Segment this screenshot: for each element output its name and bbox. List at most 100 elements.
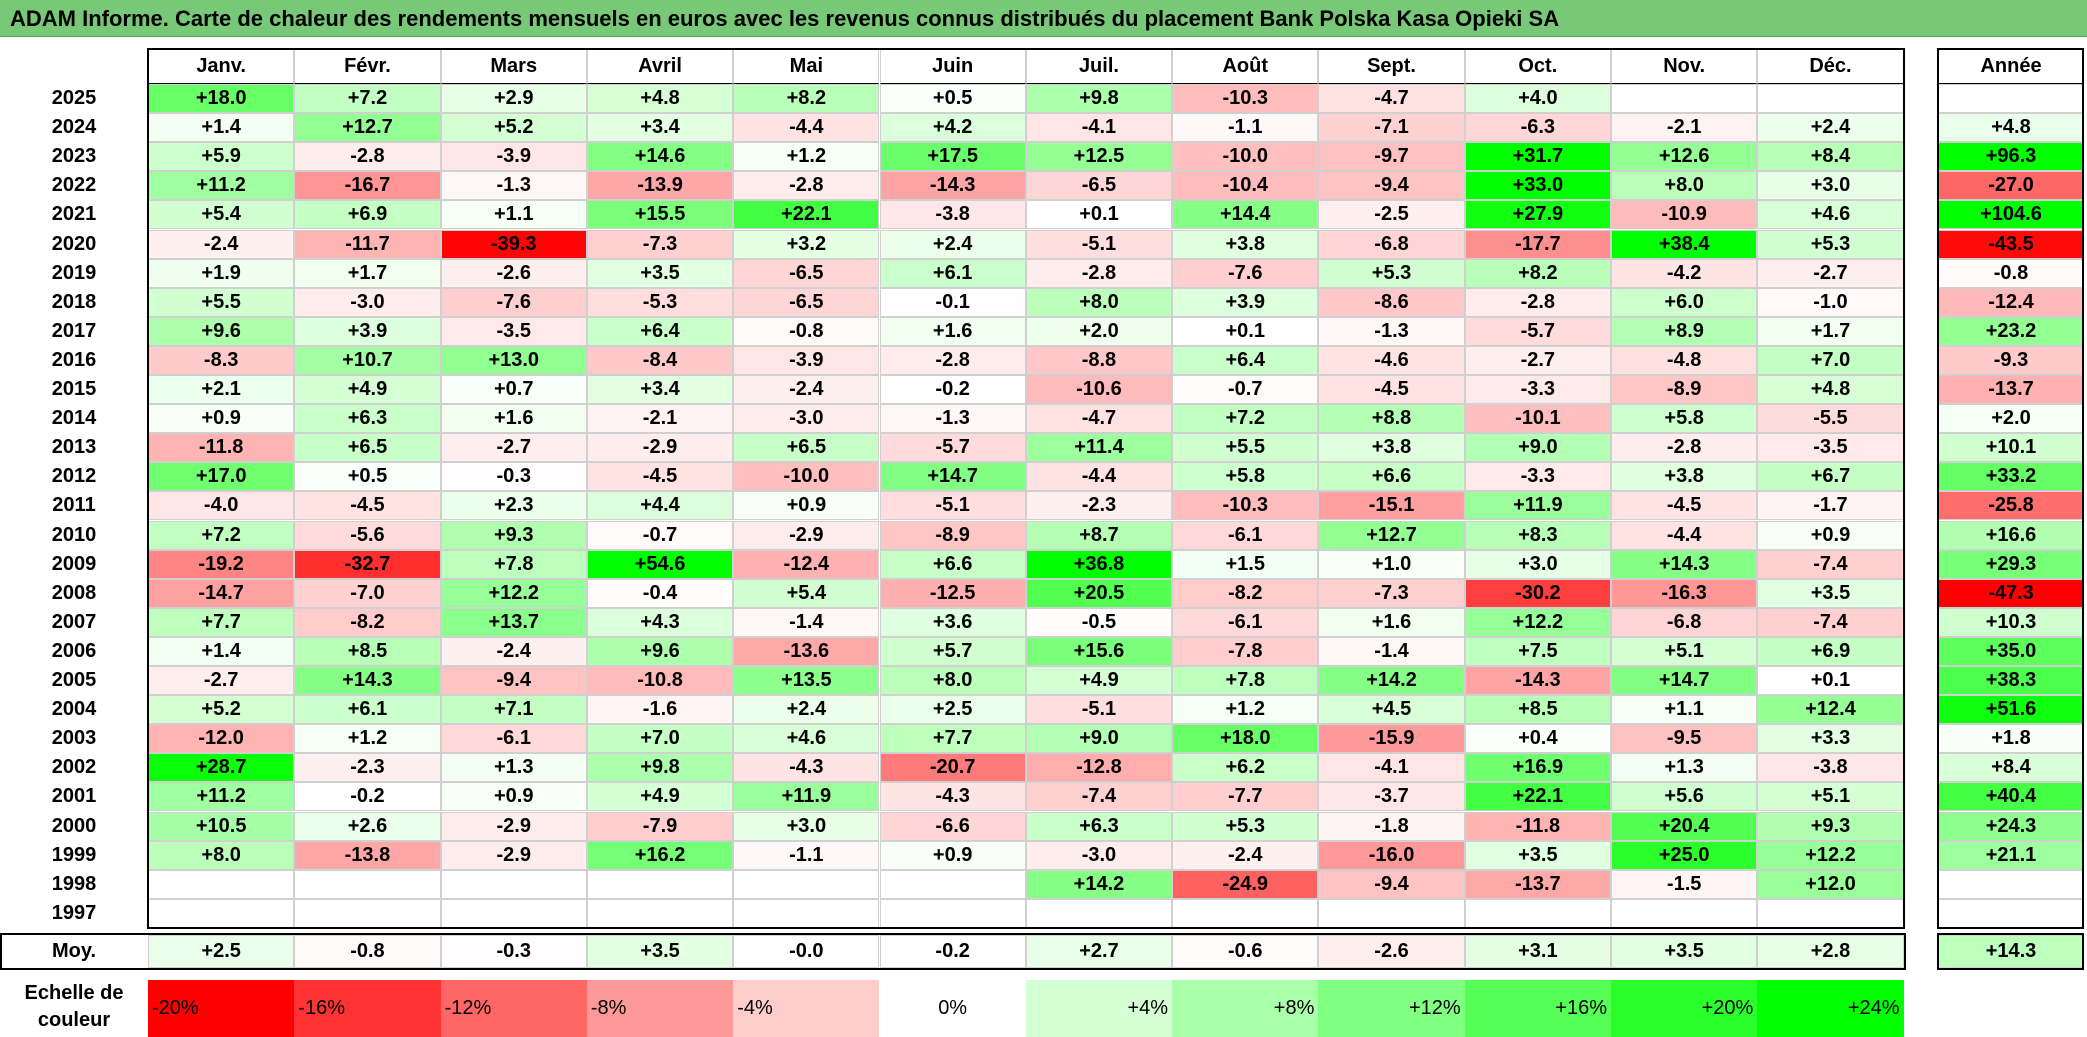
month-header: Mars (440, 49, 587, 84)
heatmap-cell: +33.0 (1464, 171, 1611, 201)
heatmap-cell: +12.5 (1025, 142, 1173, 172)
heatmap-cell: -2.9 (733, 520, 880, 550)
average-cell: -0.0 (733, 935, 880, 968)
heatmap-cell: +11.9 (1464, 491, 1611, 521)
heatmap-cell: -10.9 (1611, 200, 1758, 230)
heatmap-cell: +8.8 (1318, 404, 1465, 434)
heatmap-cell: +6.4 (1172, 345, 1319, 375)
heatmap-cell: +2.4 (879, 229, 1026, 259)
color-scale-step: -20% (148, 980, 295, 1037)
heatmap-cell: -4.7 (1025, 404, 1173, 434)
heatmap-cell: -7.6 (440, 287, 587, 317)
heatmap-cell: -2.9 (440, 840, 587, 870)
year-label: 2021 (51, 203, 97, 226)
heatmap-cell: +7.2 (148, 520, 295, 550)
year-label: 2013 (51, 436, 97, 459)
year-label: 2022 (51, 174, 97, 197)
color-scale-step: +8% (1172, 980, 1319, 1037)
heatmap-cell: +7.2 (1172, 404, 1319, 434)
average-cell: +2.8 (1757, 935, 1904, 968)
year-label: 2024 (51, 116, 97, 139)
heatmap-cell: -12.8 (1025, 753, 1173, 783)
heatmap-cell: +2.0 (1025, 316, 1173, 346)
year-label: 2014 (51, 407, 97, 430)
annual-cell: -47.3 (1938, 578, 2084, 608)
month-header: Août (1172, 49, 1319, 84)
heatmap-cell: -6.8 (1611, 607, 1758, 637)
heatmap-cell: +6.2 (1172, 753, 1319, 783)
heatmap-cell: +0.9 (733, 491, 880, 521)
heatmap-cell: +6.9 (1757, 636, 1904, 666)
heatmap-cell: -6.3 (1464, 113, 1611, 143)
heatmap-cell: -0.8 (733, 316, 880, 346)
heatmap-cell: -8.9 (1611, 375, 1758, 405)
year-label: 2025 (51, 87, 97, 110)
heatmap-cell: -2.8 (879, 345, 1026, 375)
heatmap-cell: +2.5 (879, 695, 1026, 725)
annual-cell (1938, 84, 2084, 114)
year-label: 2012 (51, 465, 97, 488)
heatmap-cell: +1.6 (1318, 607, 1465, 637)
heatmap-cell: -8.2 (1172, 578, 1319, 608)
heatmap-cell: +1.6 (879, 316, 1026, 346)
heatmap-cell: -2.1 (1611, 113, 1758, 143)
heatmap-cell: -5.3 (586, 287, 734, 317)
heatmap-cell: -5.1 (879, 491, 1026, 521)
heatmap-cell: +6.1 (294, 695, 441, 725)
heatmap-cell: +5.2 (440, 113, 587, 143)
heatmap-cell (586, 869, 734, 899)
annual-cell: +40.4 (1938, 782, 2084, 812)
annual-cell: +51.6 (1938, 695, 2084, 725)
heatmap-cell: -4.6 (1318, 345, 1465, 375)
heatmap-cell: -2.7 (148, 666, 295, 696)
heatmap-cell: +4.8 (1757, 375, 1904, 405)
heatmap-cell: -20.7 (879, 753, 1026, 783)
heatmap-cell: +14.2 (1025, 869, 1173, 899)
heatmap-cell: -1.4 (733, 607, 880, 637)
average-cell: -0.8 (294, 935, 441, 968)
heatmap-cell: +4.8 (586, 84, 734, 114)
heatmap-cell: -0.4 (586, 578, 734, 608)
month-header: Juin (879, 49, 1026, 84)
heatmap-cell: +16.2 (586, 840, 734, 870)
heatmap-cell: +3.2 (733, 229, 880, 259)
year-label: 2004 (51, 698, 97, 721)
heatmap-cell: -4.1 (1318, 753, 1465, 783)
heatmap-cell: +4.4 (586, 491, 734, 521)
heatmap-cell: -1.1 (1172, 113, 1319, 143)
heatmap-cell (586, 898, 734, 928)
heatmap-cell: -1.3 (1318, 316, 1465, 346)
annual-cell: -27.0 (1938, 171, 2084, 201)
heatmap-cell: +28.7 (148, 753, 295, 783)
heatmap-cell: +5.4 (148, 200, 295, 230)
heatmap-cell: +3.4 (586, 375, 734, 405)
heatmap-cell: +5.6 (1611, 782, 1758, 812)
heatmap-cell: -0.3 (440, 462, 587, 492)
heatmap-cell: -4.8 (1611, 345, 1758, 375)
heatmap-cell: -14.3 (879, 171, 1026, 201)
heatmap-cell: +12.7 (294, 113, 441, 143)
heatmap-cell: -12.4 (733, 549, 880, 579)
heatmap-cell: +14.3 (1611, 549, 1758, 579)
heatmap-cell: +1.2 (294, 724, 441, 754)
heatmap-cell: -13.6 (733, 636, 880, 666)
heatmap-cell: -5.1 (1025, 695, 1173, 725)
average-cell: +3.5 (586, 935, 734, 968)
heatmap-cell: -8.3 (148, 345, 295, 375)
heatmap-cell: -2.7 (440, 433, 587, 463)
month-header: Sept. (1318, 49, 1465, 84)
heatmap-cell: -2.9 (586, 433, 734, 463)
year-label: 2015 (51, 378, 97, 401)
heatmap-cell: -5.7 (879, 433, 1026, 463)
heatmap-cell: -9.4 (440, 666, 587, 696)
heatmap-cell: +20.5 (1025, 578, 1173, 608)
heatmap-cell: +10.7 (294, 345, 441, 375)
year-label: 2007 (51, 610, 97, 633)
heatmap-cell: -10.1 (1464, 404, 1611, 434)
heatmap-cell (294, 898, 441, 928)
heatmap-cell: -1.0 (1757, 287, 1904, 317)
heatmap-cell: +9.6 (586, 636, 734, 666)
heatmap-cell: -1.5 (1611, 869, 1758, 899)
annual-cell: -12.4 (1938, 287, 2084, 317)
heatmap-cell: -2.8 (1025, 258, 1173, 288)
